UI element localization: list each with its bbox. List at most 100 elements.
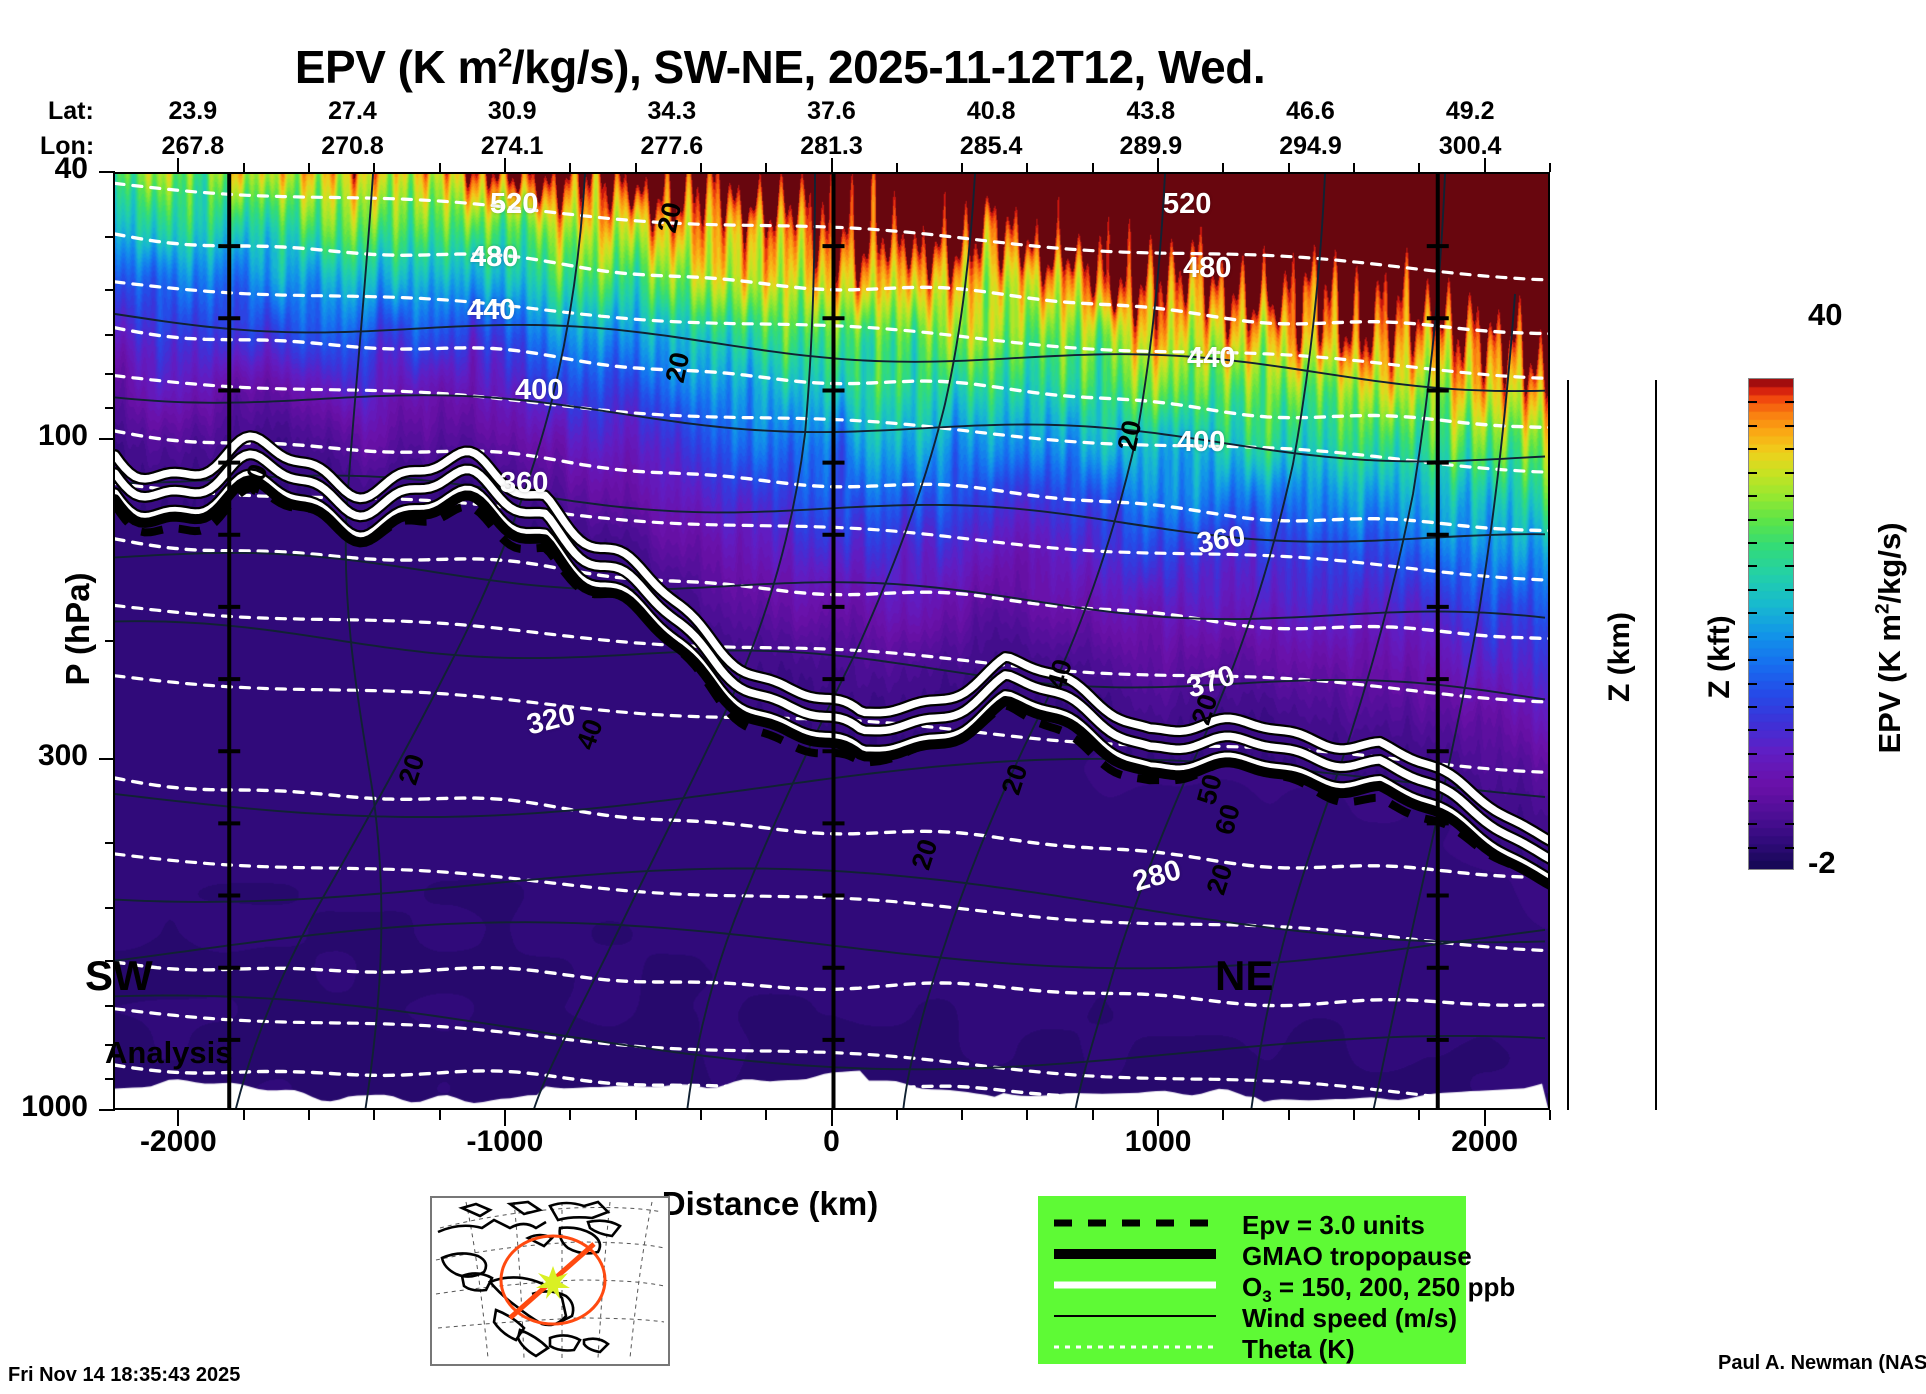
colorbar-max-label: 40 [1808,297,1843,332]
colorbar-tick-left [1748,612,1757,615]
inset-locator-map[interactable] [430,1196,670,1366]
x-axis-minor-tick [569,1110,572,1120]
wind-label-20: 20 [659,349,696,386]
colorbar-tick-right [1785,495,1794,498]
colorbar-min-label: -2 [1808,845,1836,880]
colorbar-tick-left [1748,588,1757,591]
x-axis-minor-tick [1026,1110,1029,1120]
y-axis-tick-label: 1000 [21,1090,88,1123]
x-axis-tick [1483,1110,1486,1126]
legend-item: O3 = 150, 200, 250 ppb [1052,1272,1515,1306]
legend-item: GMAO tropopause [1052,1241,1472,1274]
legend-label-subscript: 3 [1262,1287,1272,1307]
x-axis-minor-tick [699,1110,702,1120]
x-axis-top-tick [830,158,833,172]
colorbar-tick-right [1785,542,1794,544]
x-axis-top-tick [1157,158,1160,172]
colorbar-tick-left [1748,565,1757,568]
x-axis-tick [1157,1110,1160,1126]
colorbar-tick-right [1785,659,1794,662]
y-axis-minor-tick [105,907,115,909]
x-axis-top-minor-tick [699,163,702,172]
colorbar-tick-left [1748,799,1757,802]
colorbar-tick-right [1785,448,1794,451]
x-axis-minor-tick [765,1110,768,1120]
colorbar-tick-left [1748,823,1757,826]
colorbar-tick-right [1785,518,1794,521]
y-axis-tick-label: 300 [37,739,88,773]
lat-value: 40.8 [966,97,1016,125]
legend-item-label: GMAO tropopause [1242,1241,1472,1271]
lon-value: 281.3 [800,132,863,160]
colorbar-tick-left [1748,471,1757,474]
x-axis-top-minor-tick [373,163,376,172]
x-axis-top-minor-tick [1026,163,1029,172]
wind-label-20: 20 [651,199,688,236]
x-axis-top-minor-tick [569,163,572,172]
colorbar-tick-left [1748,752,1757,755]
colorbar-tick-right [1785,588,1794,591]
legend-swatch-dotted-white [1054,1345,1216,1349]
legend-swatch-thick-white [1054,1281,1216,1289]
lat-value: 34.3 [647,97,697,125]
colorbar-tick-left [1748,542,1757,544]
y-axis-tick [99,758,115,761]
theta-label-520: 520 [1163,188,1212,220]
lon-value: 300.4 [1438,132,1502,160]
legend-swatch-dashed-black [1054,1219,1216,1227]
x-axis-minor-tick [895,1110,898,1120]
x-axis-top-minor-tick [634,163,637,172]
y-axis-minor-tick [105,289,115,292]
x-axis-top-tick [503,158,506,172]
x-axis-tick-label: 2000 [1451,1125,1519,1158]
y-axis-minor-tick [105,1078,115,1081]
theta-label-480: 480 [1183,252,1232,284]
x-axis-tick [503,1110,506,1126]
lon-value: 267.8 [161,132,225,160]
y-axis-minor-tick [105,960,115,963]
colorbar-tick-left [1748,424,1757,427]
legend-item: Epv = 3.0 units [1052,1210,1425,1243]
x-axis-minor-tick [1222,1110,1225,1120]
wind-label-20: 20 [1111,417,1148,454]
x-axis-tick-label: -2000 [139,1125,217,1158]
cross-section-plot[interactable]: 520 520 480 480 440 440 400 400 360 360 320 280 370 2… [113,172,1550,1110]
y-axis-tick [99,1109,115,1111]
y-axis-tick [99,438,115,440]
legend-item-label: Theta (K) [1242,1334,1355,1364]
x-axis-tick [830,1110,833,1126]
x-axis-minor-tick [634,1110,637,1120]
colorbar-tick-right [1785,635,1794,638]
y-axis-minor-tick [105,334,115,337]
y-axis-title: P (hPa) [59,572,96,686]
direction-label-sw: SW [85,952,153,999]
credit-label: Paul A. Newman (NASA [1718,1352,1926,1374]
x-axis-top-minor-tick [1222,163,1225,172]
y-axis-minor-tick [105,841,115,844]
lat-value: 37.6 [807,97,856,125]
lon-row-label: Lon: [40,132,95,160]
colorbar-tick-right [1785,471,1794,474]
x-axis-minor-tick [438,1110,441,1120]
colorbar-tick-right [1785,776,1794,779]
legend-label-pre: O [1242,1272,1263,1302]
y-axis-minor-tick [105,640,115,642]
lat-row-label: Lat: [48,97,94,125]
x-axis-minor-tick [1418,1110,1421,1120]
x-axis-tick-label: 1000 [1124,1125,1192,1158]
y-axis-tick [99,171,115,173]
colorbar-tick-left [1748,682,1757,685]
lon-value: 270.8 [321,132,384,160]
legend-item-label: Epv = 3.0 units [1242,1210,1425,1240]
legend-label-post: = 150, 200, 250 ppb [1271,1272,1516,1302]
legend-item-label: O3 = 150, 200, 250 ppb [1242,1272,1515,1307]
lon-value: 277.6 [640,132,704,160]
x-axis-tick-label: 0 [823,1125,840,1158]
colorbar-tick-right [1785,706,1794,708]
theta-label-440: 440 [1187,342,1236,374]
legend-item-label: Wind speed (m/s) [1242,1303,1458,1333]
lon-value: 289.9 [1119,132,1183,160]
x-axis-tick-label: -1000 [466,1125,544,1158]
colorbar-tick-right [1785,823,1794,826]
colorbar-tick-left [1748,518,1757,521]
